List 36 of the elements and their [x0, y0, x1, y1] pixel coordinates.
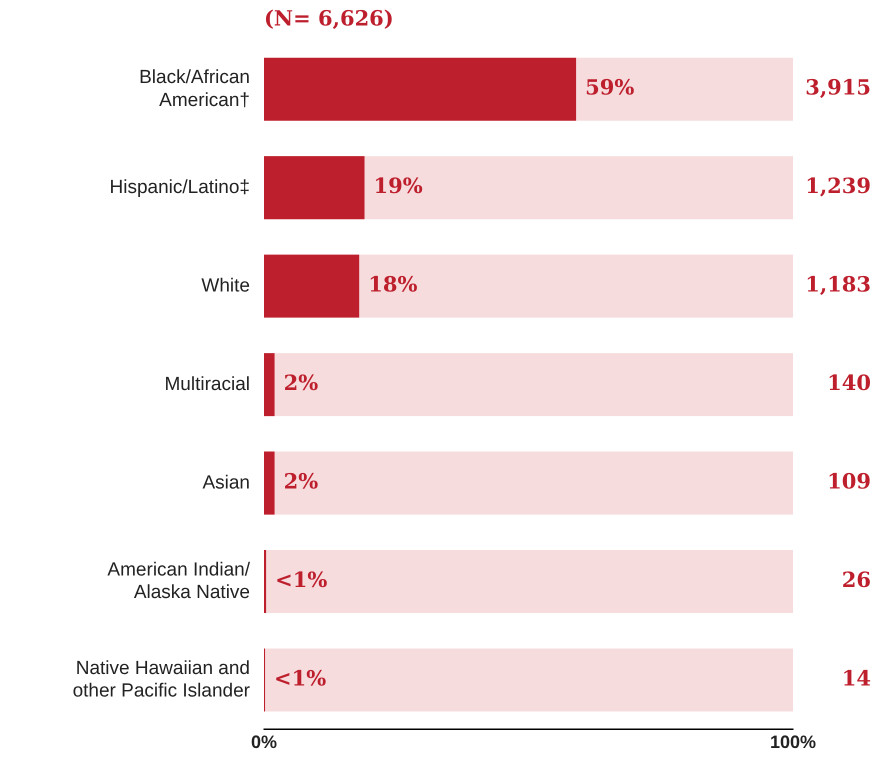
- y-tick-label: American Indian/ Alaska Native: [107, 559, 251, 604]
- x-tick-label: 0%: [250, 732, 278, 752]
- bar: [274, 353, 793, 416]
- data-label: <1%: [274, 665, 326, 690]
- bar: [359, 254, 793, 318]
- y-tick-label: Native Hawaiian and other Pacific Islander: [72, 658, 251, 702]
- data-label: 59%: [585, 74, 634, 100]
- text: 140: [827, 370, 871, 396]
- text: 1,239: [805, 173, 871, 198]
- x-tick-label: 100%: [770, 732, 816, 752]
- data-label: 19%: [374, 173, 423, 198]
- chart-title: (N= 6,626): [264, 5, 394, 30]
- bar: [576, 58, 793, 121]
- bar: [264, 452, 275, 515]
- data-label: <1%: [275, 566, 328, 592]
- text: 14: [842, 665, 871, 690]
- bar: [264, 353, 275, 416]
- bar: [364, 156, 793, 220]
- text: 109: [827, 468, 871, 494]
- y-tick-label: Asian: [202, 472, 250, 494]
- y-tick-label: Hispanic/Latino‡: [110, 176, 250, 198]
- y-tick-label: White: [201, 275, 250, 296]
- data-label: 2%: [284, 370, 318, 396]
- bar: [274, 452, 793, 515]
- text: 3,915: [805, 74, 871, 100]
- text: 1,183: [805, 272, 871, 297]
- y-tick-label: Multiracial: [164, 374, 250, 395]
- bar: [264, 156, 365, 220]
- bar: [265, 648, 793, 712]
- bar: [264, 254, 360, 318]
- data-label: 18%: [368, 272, 418, 297]
- bar: [266, 550, 793, 614]
- text: 26: [842, 566, 871, 592]
- y-tick-label: Black/African American†: [139, 67, 250, 111]
- bar: [264, 58, 576, 121]
- data-label: 2%: [284, 468, 318, 494]
